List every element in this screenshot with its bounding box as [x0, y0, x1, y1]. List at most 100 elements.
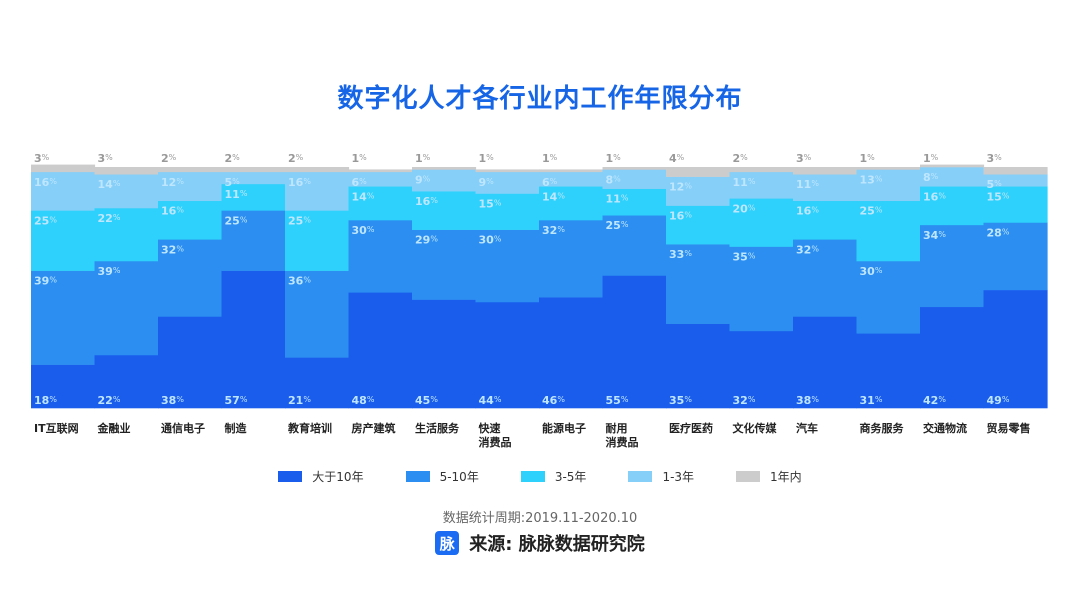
data-label: 11%: [796, 178, 819, 191]
category-label: 商务服务: [860, 421, 905, 435]
bar-segment: [221, 270, 286, 409]
category-label: 通信电子: [161, 421, 205, 435]
bar-segment: [983, 186, 1048, 223]
data-label: 3%: [796, 152, 812, 165]
bar-segment: [475, 301, 540, 409]
data-label: 46%: [542, 394, 565, 407]
bar-segment: [920, 186, 985, 226]
data-label: 42%: [923, 394, 946, 407]
bar-segment: [729, 330, 794, 409]
legend-label: 1年内: [770, 470, 802, 484]
data-label: 1%: [606, 152, 622, 165]
bar-segment: [920, 306, 985, 409]
data-label: 15%: [987, 190, 1010, 203]
bar-segment: [31, 210, 96, 271]
data-label: 13%: [860, 173, 883, 186]
data-label: 35%: [733, 251, 756, 264]
data-label: 14%: [352, 190, 375, 203]
category-label: 贸易零售: [987, 421, 1031, 435]
bar-segment: [539, 186, 604, 221]
legend-swatch: [628, 471, 653, 482]
bar-segment: [475, 169, 540, 173]
data-label: 2%: [225, 152, 241, 165]
data-label: 39%: [34, 275, 57, 288]
data-label: 1%: [352, 152, 368, 165]
legend-swatch: [736, 471, 761, 482]
bar-segment: [475, 193, 540, 230]
data-label: 16%: [288, 176, 311, 189]
data-label: 38%: [161, 394, 184, 407]
data-label: 33%: [669, 248, 692, 261]
data-label: 8%: [923, 171, 939, 184]
category-label: 生活服务: [415, 421, 460, 435]
data-label: 32%: [542, 224, 565, 237]
category-label: IT互联网: [34, 421, 79, 435]
data-label: 16%: [923, 190, 946, 203]
data-label: 25%: [606, 219, 629, 232]
data-label: 35%: [669, 394, 692, 407]
bar-segment: [602, 188, 667, 216]
data-label: 57%: [225, 394, 248, 407]
bar-segment: [348, 171, 413, 187]
data-label: 14%: [542, 190, 565, 203]
data-label: 18%: [34, 394, 57, 407]
bar-segment: [94, 174, 159, 209]
bar-segment: [412, 169, 477, 192]
data-label: 49%: [987, 394, 1010, 407]
data-label: 39%: [98, 265, 121, 278]
data-period: 数据统计周期:2019.11-2020.10: [442, 511, 638, 526]
bar-segment: [983, 289, 1048, 409]
data-label: 12%: [669, 181, 692, 194]
data-label: 3%: [98, 152, 114, 165]
data-label: 25%: [34, 214, 57, 227]
bar-segment: [920, 167, 985, 187]
data-label: 16%: [415, 195, 438, 208]
data-label: 15%: [479, 198, 502, 211]
bar-segment: [412, 191, 477, 230]
bar-segment: [539, 220, 604, 298]
data-label: 29%: [415, 234, 438, 247]
data-label: 45%: [415, 394, 438, 407]
category-label: 房产建筑: [352, 421, 396, 435]
bar-segment: [602, 167, 667, 170]
bar-segment: [285, 270, 350, 358]
legend-label: 大于10年: [312, 470, 364, 484]
bar-segment: [412, 299, 477, 409]
data-label: 16%: [796, 205, 819, 218]
bar-segment: [856, 260, 921, 334]
bar-segment: [221, 210, 286, 271]
data-label: 30%: [479, 234, 502, 247]
bar-segment: [793, 316, 858, 409]
legend-swatch: [520, 471, 545, 482]
data-label: 32%: [161, 243, 184, 256]
data-label: 3%: [987, 152, 1003, 165]
bar-segment: [412, 229, 477, 300]
legend-item-lt1: 1年内: [736, 468, 802, 485]
data-label: 25%: [225, 214, 248, 227]
bar-segment: [348, 220, 413, 293]
bar-segment: [94, 354, 159, 409]
data-label: 38%: [796, 394, 819, 407]
bar-segment: [31, 164, 96, 173]
bar-segment: [348, 169, 413, 173]
bar-segment: [539, 169, 604, 173]
data-label: 8%: [606, 173, 622, 186]
bar-segment: [983, 167, 1048, 175]
bar-segment: [158, 239, 223, 317]
category-label: 耐用消费品: [606, 421, 639, 449]
data-label: 6%: [352, 176, 368, 189]
legend-item-5-10: 5-10年: [405, 468, 479, 485]
bar-segment: [221, 183, 286, 211]
bar-segment: [729, 198, 794, 247]
bar-segment: [666, 176, 731, 206]
data-label: 22%: [98, 212, 121, 225]
bar-segment: [94, 167, 159, 175]
category-label: 快速消费品: [478, 421, 512, 449]
category-label: 文化传媒: [733, 421, 778, 435]
maimai-logo-icon: 脉: [435, 531, 460, 555]
data-label: 32%: [733, 394, 756, 407]
source-text: 来源: 脉脉数据研究院: [469, 534, 645, 555]
legend-item-3-5: 3-5年: [520, 468, 586, 485]
data-label: 16%: [669, 210, 692, 223]
data-label: 2%: [161, 152, 177, 165]
